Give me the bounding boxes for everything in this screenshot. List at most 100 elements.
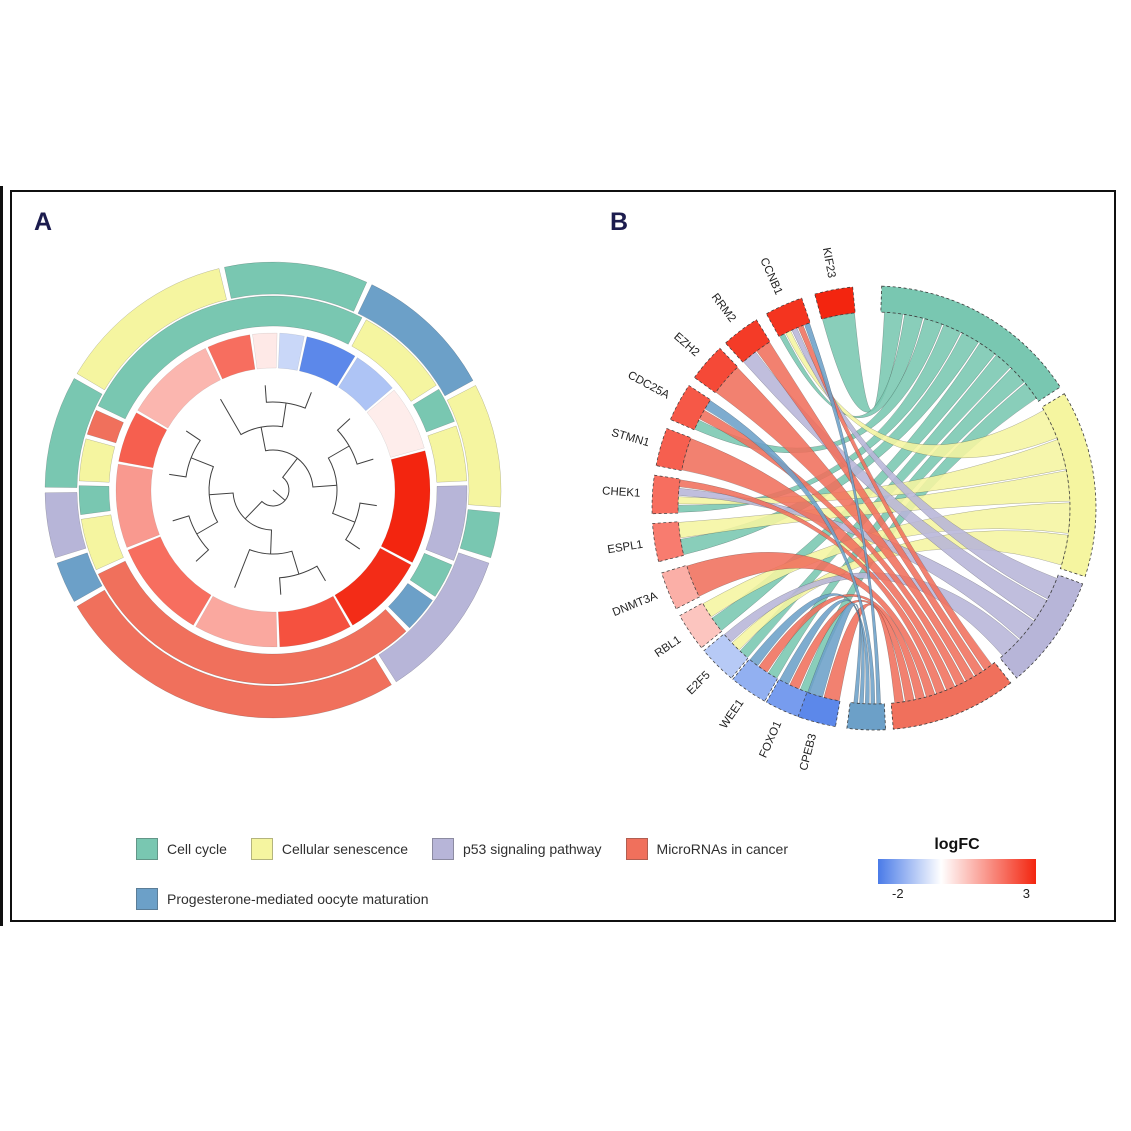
dendrogram-link	[185, 430, 201, 458]
gene-arc-DNMT3A	[661, 564, 700, 610]
dendrogram-link	[286, 392, 312, 409]
panel-b-label: B	[610, 208, 629, 236]
panelA-outer-ring-segment-mirna	[76, 589, 392, 719]
gene-arc-ESPL1	[652, 521, 685, 563]
panelA-outer-ring-segment-cell_cycle	[224, 261, 368, 312]
gene-arc-RBL1	[679, 602, 723, 649]
dendrogram-link	[279, 573, 300, 595]
colorbar-max-label: 3	[1022, 886, 1030, 901]
legend-swatch-cell_cycle	[136, 838, 158, 860]
gene-label-STMN1: STMN1	[610, 427, 651, 449]
dendrogram-link	[196, 494, 219, 535]
dendrogram-link	[234, 548, 271, 588]
gene-arc-CPEB3	[797, 691, 841, 728]
panel-a-label: A	[34, 208, 53, 236]
panelA-logfc-ring-segment	[195, 595, 278, 648]
legend-label: Cellular senescence	[281, 841, 408, 857]
dendrogram-link	[354, 502, 377, 523]
legend-swatch-progesterone	[136, 888, 158, 910]
dendrogram-link	[298, 565, 326, 582]
panelA-logfc-ring-segment	[118, 412, 168, 469]
dendrogram-link	[261, 402, 287, 428]
legend-label: MicroRNAs in cancer	[656, 841, 789, 857]
gene-arc-RRM2	[725, 319, 771, 363]
gene-label-CPEB3: CPEB3	[798, 732, 819, 772]
legend-label: Progesterone-mediated oocyte maturation	[167, 891, 429, 907]
panelA-logfc-ring-segment	[252, 332, 278, 370]
pathway-arc-p53	[999, 574, 1084, 679]
dendrogram-link	[244, 518, 273, 555]
panelA-middle-ring-segment-mirna	[86, 409, 124, 444]
gene-arc-KIF23	[814, 286, 856, 320]
legend-item-p53: p53 signaling pathway	[431, 838, 602, 860]
gene-arc-CCNB1	[765, 297, 811, 338]
dendrogram-root-link	[272, 489, 286, 501]
gene-label-EZH2: EZH2	[671, 331, 701, 359]
gene-label-DNMT3A: DNMT3A	[611, 590, 660, 619]
panelA-middle-ring-segment-cell_cycle	[78, 485, 111, 515]
panelA-middle-ring-segment-senescence	[427, 425, 468, 483]
panelA-outer-ring-segment-progesterone	[357, 284, 474, 397]
gene-label-CHEK1: CHEK1	[602, 485, 641, 499]
gene-label-E2F5: E2F5	[685, 669, 713, 697]
panelA-middle-ring-segment-senescence	[78, 438, 116, 483]
panelA-outer-ring-segment-cell_cycle	[44, 378, 103, 488]
panelA-outer-ring-segment-senescence	[76, 268, 227, 391]
legend-item-senescence: Cellular senescence	[250, 838, 408, 860]
chord-ribbon-EZH2-mirna	[715, 367, 975, 682]
panelA-logfc-ring-segment	[334, 547, 412, 626]
chord-ribbon-CDC25A-mirna	[699, 409, 965, 687]
legend-item-progesterone: Progesterone-mediated oocyte maturation	[136, 888, 428, 910]
dendrogram-link	[348, 445, 374, 465]
dendrogram-link	[281, 457, 298, 501]
pathway-arc-mirna	[890, 661, 1012, 730]
panelA-logfc-ring-segment	[207, 334, 256, 380]
dendrogram-link	[244, 500, 286, 520]
panelA-middle-ring-segment-cell_cycle	[409, 552, 453, 597]
colorbar-min-label: -2	[892, 886, 904, 901]
panelA-middle-ring-segment-progesterone	[388, 583, 433, 629]
dendrogram-link	[169, 457, 192, 478]
panelA-logfc-ring-segment	[338, 357, 393, 412]
gene-label-CCNB1: CCNB1	[757, 256, 784, 296]
gene-arc-CDC25A	[669, 385, 712, 431]
colorbar-labels: -2 3	[878, 884, 1036, 901]
legend-label: Cell cycle	[167, 841, 227, 857]
dendrogram-link	[190, 457, 215, 495]
legend-label: p53 signaling pathway	[462, 841, 602, 857]
panelA-logfc-ring-segment	[137, 348, 221, 429]
panelA-logfc-ring-segment	[278, 595, 351, 648]
gene-label-RRM2: RRM2	[709, 291, 738, 324]
gene-label-RBL1: RBL1	[653, 634, 684, 660]
panelA-middle-ring-segment-mirna	[97, 560, 407, 685]
panelA-logfc-ring-segment	[278, 332, 305, 371]
panelA-logfc-ring-segment	[127, 536, 212, 626]
gene-label-FOXO1: FOXO1	[757, 719, 784, 759]
dendrogram-link	[336, 418, 351, 447]
gene-arc-CHEK1	[651, 474, 681, 515]
dendrogram-link	[220, 398, 262, 436]
dendrogram-link	[327, 445, 350, 486]
panelA-middle-ring-segment-cell_cycle	[412, 388, 455, 433]
figure-outer-edge-line	[0, 186, 3, 926]
dendrogram-link	[260, 427, 298, 459]
panelA-middle-ring-segment-senescence	[80, 514, 124, 571]
panel-b-chord-diagram: KIF23 CCNB1 RRM2 EZH2 CDC25A STMN1 CHEK1 ESPL1 D…	[602, 247, 1097, 772]
gene-arc-E2F5	[703, 633, 749, 679]
pathway-arc-senescence	[1041, 393, 1097, 578]
panelA-logfc-ring-segment	[366, 389, 425, 458]
pathway-arc-progesterone	[846, 702, 887, 731]
panelA-logfc-ring-segment	[299, 336, 356, 387]
legend-item-mirna: MicroRNAs in cancer	[625, 838, 789, 860]
pathway-legend: Cell cycle Cellular senescence p53 signali…	[136, 838, 878, 910]
panelA-middle-ring-segment-cell_cycle	[97, 295, 363, 420]
legend-swatch-p53	[431, 838, 454, 860]
panelA-logfc-ring-segment	[115, 463, 160, 548]
pathway-arc-cell_cycle	[880, 285, 1061, 402]
gene-label-CDC25A: CDC25A	[626, 369, 672, 401]
panelA-outer-ring-segment-cell_cycle	[459, 509, 501, 559]
gene-label-WEE1: WEE1	[718, 697, 746, 731]
panel-a-circular-plot	[44, 261, 502, 719]
figure-border: A B KIF23 CCNB1 RRM2 EZH2 CDC25A STMN1 CHEK1 ES…	[10, 190, 1116, 922]
panelA-logfc-ring-segment	[380, 450, 431, 563]
